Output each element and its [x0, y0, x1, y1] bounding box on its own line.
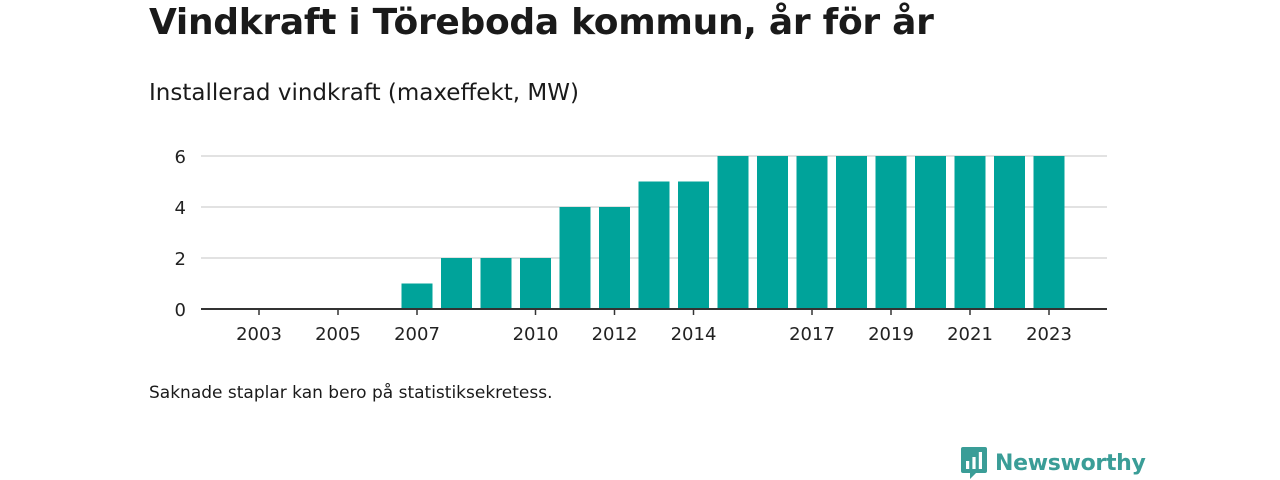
bar-2020: [915, 156, 946, 309]
bar-2013: [638, 181, 670, 309]
chart-title: Vindkraft i Töreboda kommun, år för år: [149, 2, 934, 43]
axes: 0 2 4 6 2003 2005 2007 2010 2012 2014 2017 2019 2021…: [175, 147, 1107, 345]
x-tick-label: 2003: [236, 324, 282, 345]
bar-2023: [1033, 156, 1065, 309]
bar-chart: 0 2 4 6 2003 2005 2007 2010 2012 2014 2017 2019 2021…: [175, 147, 1107, 345]
bar-2017: [796, 156, 828, 309]
bar-2007: [401, 283, 433, 309]
bar-2010: [520, 258, 551, 309]
bars: [401, 156, 1065, 309]
x-tick-label: 2012: [592, 324, 638, 345]
bar-2014: [678, 181, 709, 309]
bar-2009: [480, 258, 512, 309]
x-tick-label: 2017: [789, 324, 835, 345]
y-tick-label: 6: [175, 147, 186, 168]
bar-2019: [875, 156, 907, 309]
bar-2012: [599, 207, 630, 309]
x-tick-label: 2014: [671, 324, 717, 345]
x-tick-label: 2021: [947, 324, 993, 345]
bar-2008: [441, 258, 472, 309]
x-tick-label: 2023: [1026, 324, 1072, 345]
brand-name: Newsworthy: [995, 450, 1146, 476]
x-tick-label: 2007: [394, 324, 440, 345]
bar-2015: [717, 156, 749, 309]
y-tick-label: 4: [175, 198, 186, 219]
x-tick-label: 2010: [513, 324, 559, 345]
brand-logo: Newsworthy: [960, 446, 1146, 480]
footnote: Saknade staplar kan bero på statistiksek…: [149, 383, 553, 403]
bar-2022: [994, 156, 1025, 309]
x-tick-label: 2019: [868, 324, 914, 345]
bar-2016: [757, 156, 788, 309]
bar-2021: [954, 156, 986, 309]
bar-2018: [836, 156, 867, 309]
chart-subtitle: Installerad vindkraft (maxeffekt, MW): [149, 80, 579, 106]
bar-2011: [559, 207, 591, 309]
x-tick-label: 2005: [315, 324, 361, 345]
y-tick-label: 2: [175, 249, 186, 270]
bar-chart-bubble-icon: [961, 447, 987, 479]
y-tick-label: 0: [175, 300, 186, 321]
